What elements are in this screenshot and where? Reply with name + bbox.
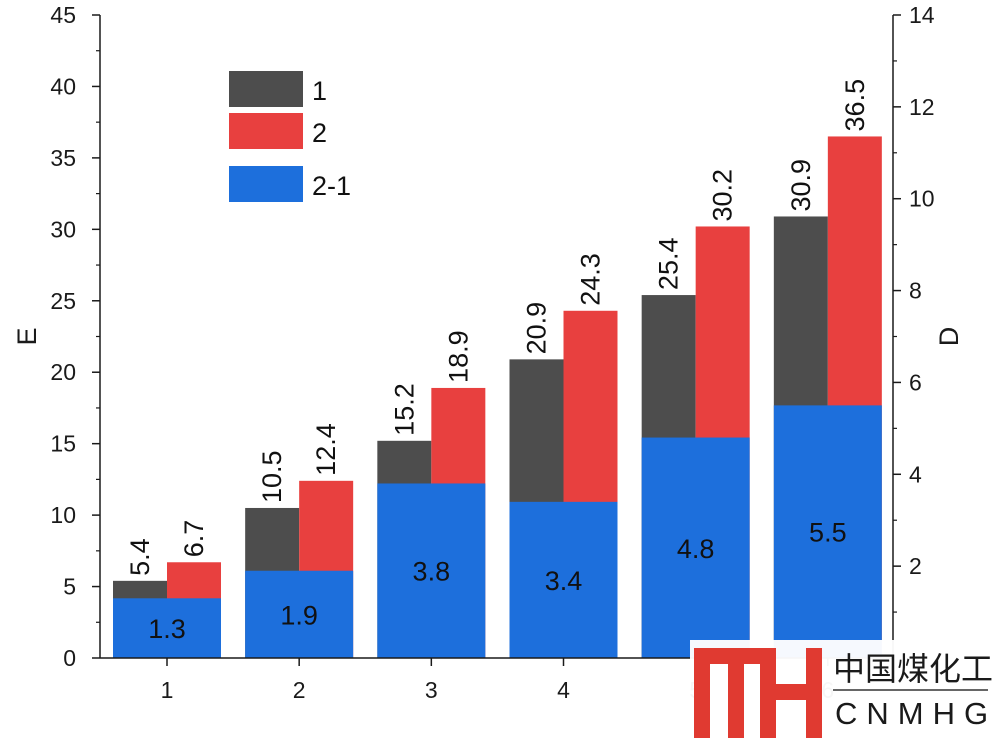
y-tick-label-35: 35 <box>50 145 76 171</box>
bar-series-2-1-4 <box>509 501 618 658</box>
y-tick-label-45: 45 <box>50 2 76 28</box>
logo-mark-icon <box>694 648 822 738</box>
legend-label-1: 1 <box>312 76 327 106</box>
data-label-series-2-1-4: 3.4 <box>545 566 583 596</box>
y-tick-label-10: 10 <box>50 502 76 528</box>
y-tick-label-0: 0 <box>63 645 76 671</box>
bar-series-2-1-3 <box>377 483 486 658</box>
y-tick-label-30: 30 <box>50 216 76 242</box>
legend-label-2: 2 <box>312 118 327 148</box>
watermark: 中国煤化工 CNMHG <box>690 640 995 738</box>
y2-tick-label-12: 12 <box>909 94 935 120</box>
y2-tick-label-8: 8 <box>909 278 922 304</box>
bar-series-2-1-6 <box>773 405 882 658</box>
bar-series-2-1-1 <box>113 598 221 658</box>
data-label-series-2-1-2: 1.9 <box>280 600 318 630</box>
data-label-series-2-1-1: 1.3 <box>148 614 186 644</box>
x-tick-label-1: 1 <box>161 677 174 703</box>
x-tick-label-2: 2 <box>293 677 306 703</box>
data-label-series-2-6: 36.5 <box>840 79 870 132</box>
x-tick-label-4: 4 <box>557 677 570 703</box>
legend: 1 2 2-1 <box>229 71 351 202</box>
data-label-series-2-2: 12.4 <box>311 423 341 476</box>
y-axis-title: E <box>12 327 42 345</box>
data-label-series-2-5: 30.2 <box>708 169 738 222</box>
data-label-series-1-3: 15.2 <box>389 383 419 436</box>
y2-tick-label-10: 10 <box>909 186 935 212</box>
legend-label-2-1: 2-1 <box>312 171 351 201</box>
data-label-series-2-1-3: 3.8 <box>413 557 451 587</box>
bar-labels-layer: 5.4 6.7 1.3 10.5 12.4 1.9 15.2 18.9 3.8 20.9 24.3 3… <box>125 79 870 644</box>
logo-bar <box>728 648 744 738</box>
data-label-series-2-1-5: 4.8 <box>677 534 715 564</box>
y-tick-label-25: 25 <box>50 288 76 314</box>
axes-layer: 1234560510152025303540452468101214ED <box>12 2 964 703</box>
y-tick-label-5: 5 <box>63 574 76 600</box>
legend-swatch-1 <box>229 71 303 107</box>
y-tick-label-20: 20 <box>50 359 76 385</box>
data-label-series-2-4: 24.3 <box>576 253 606 306</box>
y2-tick-label-6: 6 <box>909 369 922 395</box>
bars-layer <box>113 136 882 658</box>
data-label-series-1-4: 20.9 <box>522 302 552 355</box>
y-tick-label-40: 40 <box>50 73 76 99</box>
data-label-series-2-1-6: 5.5 <box>809 518 847 548</box>
watermark-chinese-text: 中国煤化工 <box>833 650 993 688</box>
bar-series-2-1-2 <box>245 570 354 658</box>
x-tick-label-3: 3 <box>425 677 438 703</box>
data-label-series-1-5: 25.4 <box>654 237 684 290</box>
y2-tick-label-14: 14 <box>909 2 935 28</box>
watermark-latin-text: CNMHG <box>835 696 995 731</box>
logo-bar <box>806 648 822 738</box>
data-label-series-2-1: 6.7 <box>179 520 209 558</box>
logo-bar <box>760 684 818 700</box>
bar-series-2-1-5 <box>641 437 750 658</box>
logo-bar <box>694 648 710 738</box>
data-label-series-1-6: 30.9 <box>786 159 816 212</box>
data-label-series-1-1: 5.4 <box>125 538 155 576</box>
data-label-series-1-2: 10.5 <box>257 450 287 503</box>
y-tick-label-15: 15 <box>50 431 76 457</box>
y2-tick-label-2: 2 <box>909 553 922 579</box>
legend-swatch-2-1 <box>229 166 303 202</box>
y2-tick-label-4: 4 <box>909 461 922 487</box>
legend-swatch-2 <box>229 113 303 149</box>
y2-axis-title: D <box>934 327 964 347</box>
data-label-series-2-3: 18.9 <box>443 330 473 383</box>
